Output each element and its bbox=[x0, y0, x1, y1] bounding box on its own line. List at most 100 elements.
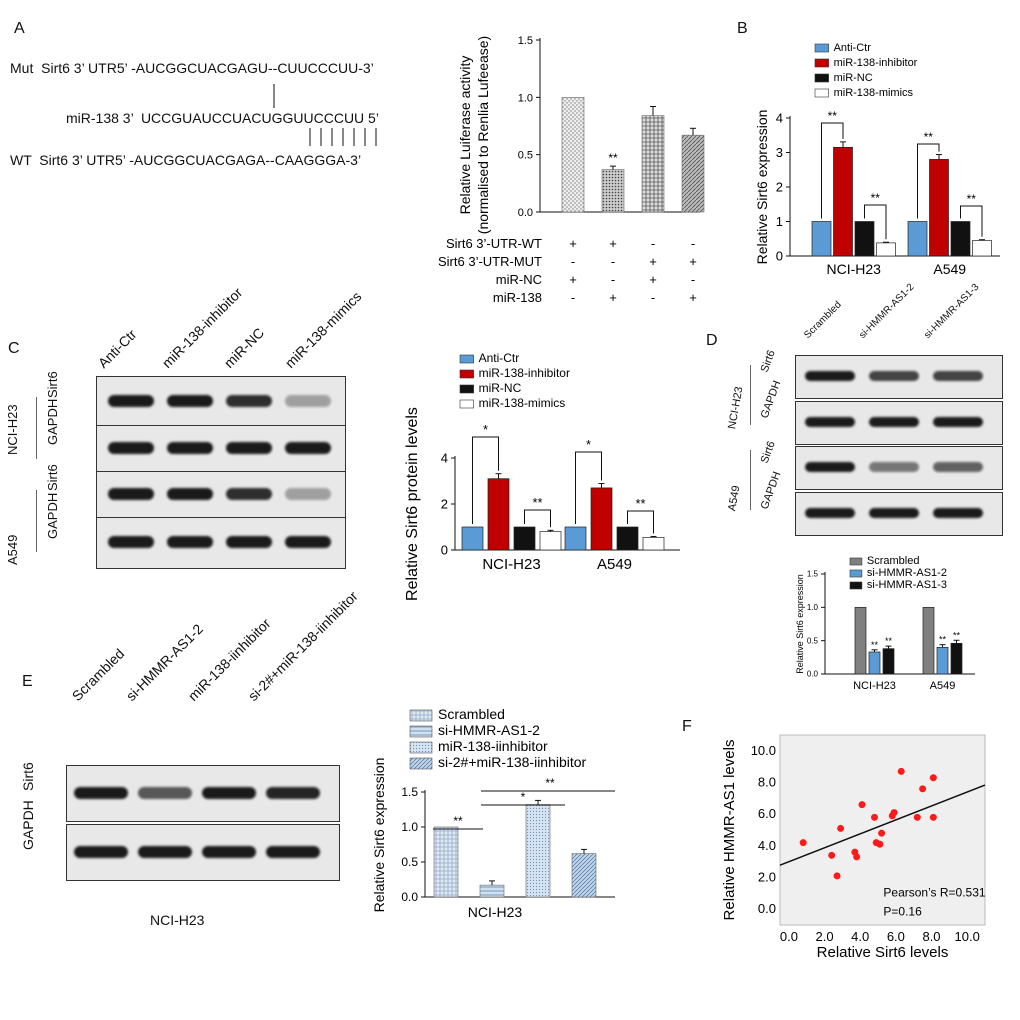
f-point bbox=[919, 785, 927, 793]
panel-letter-e: E bbox=[22, 673, 33, 690]
c-legend-swatch bbox=[459, 399, 474, 409]
b-sig-bracket bbox=[864, 204, 887, 240]
blot-e-band bbox=[74, 786, 128, 799]
f-y-tick-label: 0.0 bbox=[758, 901, 776, 916]
blot-c-band bbox=[167, 441, 213, 454]
blot-d-row-label: GAPDH bbox=[758, 470, 784, 511]
a-condition-label: miR-NC bbox=[496, 272, 542, 287]
blot-c-cell-label: NCI-H23 bbox=[5, 404, 20, 455]
blot-c-band bbox=[285, 487, 331, 500]
b-legend-swatch bbox=[814, 58, 829, 68]
b-y-tick-label: 2 bbox=[776, 179, 783, 194]
a-condition-label: Sirt6 3’-UTR-MUT bbox=[438, 254, 542, 269]
e-legend-label: Scrambled bbox=[438, 706, 505, 722]
e-bar bbox=[433, 826, 459, 898]
d-bar bbox=[868, 651, 881, 675]
d-sig-label: ** bbox=[885, 636, 893, 646]
c-sig-label: * bbox=[586, 437, 591, 452]
c-bar bbox=[513, 526, 536, 551]
c-sig-label: ** bbox=[532, 495, 542, 510]
c-bar bbox=[539, 531, 562, 551]
blot-c-band bbox=[226, 487, 272, 500]
blot-e-band bbox=[138, 786, 192, 799]
blot-d-band bbox=[933, 371, 983, 381]
c-legend-label: Anti-Ctr bbox=[479, 351, 520, 365]
blot-d-band bbox=[805, 371, 855, 381]
mut-sequence: Mut Sirt6 3’ UTR5’ -AUCGGCUACGAGU--CUUCC… bbox=[10, 60, 374, 76]
b-sig-bracket bbox=[821, 122, 844, 219]
a-condition-mark: - bbox=[651, 290, 655, 305]
blot-c-band bbox=[108, 536, 154, 548]
blot-d-row-label: Sirt6 bbox=[758, 439, 778, 465]
blot-c-row-label: GAPDH bbox=[45, 492, 60, 539]
mir138-sequence: miR-138 3’ UCCGUAUCCUACUGGUUCCCUU 5’ bbox=[66, 110, 379, 126]
blot-d-group-line bbox=[750, 450, 751, 510]
f-x-label: Relative Sirt6 levels bbox=[817, 944, 949, 961]
e-bar bbox=[479, 884, 505, 898]
c-sig-label: ** bbox=[635, 496, 645, 511]
b-bar bbox=[929, 159, 949, 257]
chart-e-sirt6-expression: 0.0 0.5 1.0 1.5 Relative Sirt6 expression Scr… bbox=[371, 706, 615, 920]
e-y-tick-label: 0.0 bbox=[401, 890, 418, 904]
b-y-tick-label: 0 bbox=[776, 248, 783, 263]
f-x-tick-label: 6.0 bbox=[887, 929, 905, 944]
b-sig-label: ** bbox=[967, 192, 977, 206]
e-legend-swatch bbox=[409, 725, 433, 738]
f-point bbox=[890, 809, 898, 817]
b-sig-label: ** bbox=[924, 130, 934, 144]
a-condition-mark: + bbox=[609, 290, 617, 305]
b-bar bbox=[972, 240, 992, 257]
chart-b-sirt6-expression: 0 1 2 3 4 Relative Sirt6 expression Anti-Ctr mi… bbox=[754, 42, 1000, 277]
blot-c-band bbox=[285, 536, 331, 548]
blot-d-band bbox=[805, 417, 855, 427]
c-category-label: A549 bbox=[597, 556, 632, 573]
e-bar bbox=[571, 853, 597, 898]
b-bar bbox=[811, 221, 832, 257]
a-bar bbox=[561, 97, 585, 213]
b-bar bbox=[833, 146, 853, 257]
f-x-tick-label: 10.0 bbox=[955, 929, 980, 944]
blot-d-cell-label: A549 bbox=[726, 484, 743, 512]
blot-e-band bbox=[202, 786, 256, 799]
panel-letter-c: C bbox=[8, 340, 20, 357]
e-y-label: Relative Sirt6 expression bbox=[371, 758, 387, 913]
e-sig-label: ** bbox=[545, 776, 555, 790]
c-bar bbox=[642, 537, 665, 551]
d-y-label: Relative Sirt6 expression bbox=[795, 574, 805, 674]
f-y-label: Relative HMMR-AS1 levels bbox=[721, 740, 738, 921]
blot-d-group-line bbox=[750, 365, 751, 425]
panel-letter-a: A bbox=[14, 20, 25, 37]
f-point bbox=[833, 872, 841, 880]
blot-e-band bbox=[266, 786, 320, 799]
a-condition-mark: + bbox=[609, 236, 617, 251]
blot-c-band bbox=[108, 395, 154, 407]
blot-c-band bbox=[285, 441, 331, 454]
d-sig-label: ** bbox=[953, 630, 961, 640]
blot-d-band bbox=[805, 508, 855, 518]
d-sig-label: ** bbox=[939, 635, 947, 645]
blot-c-row-label: GAPDH bbox=[45, 398, 60, 445]
b-legend-label: Anti-Ctr bbox=[834, 42, 872, 54]
b-legend-label: miR-138-mimics bbox=[834, 87, 914, 99]
c-y-label: Relative Sirt6 protein levels bbox=[404, 407, 421, 601]
b-y-tick-label: 1 bbox=[776, 214, 783, 229]
blot-d-band bbox=[933, 508, 983, 518]
blot-e-cell-label: NCI-H23 bbox=[150, 912, 205, 928]
blot-c-row-label: Sirt6 bbox=[45, 463, 60, 491]
c-y-tick-label: 4 bbox=[441, 450, 448, 465]
blot-c-group-line bbox=[36, 397, 37, 459]
f-point bbox=[897, 767, 905, 775]
d-bar bbox=[922, 606, 935, 675]
chart-a-luciferase: 0.0 0.5 1.0 1.5 Relative Luiferase activity(… bbox=[438, 35, 705, 305]
d-y-tick-label: 1.0 bbox=[807, 603, 819, 612]
c-bar bbox=[616, 526, 639, 551]
b-bar bbox=[907, 221, 928, 257]
a-condition-label: miR-138 bbox=[493, 290, 542, 305]
a-y-tick-label: 1.0 bbox=[518, 92, 533, 104]
d-bar bbox=[936, 646, 949, 675]
blot-e-lane-label: Scrambled bbox=[68, 645, 128, 704]
b-sig-bracket bbox=[917, 143, 940, 219]
f-point bbox=[837, 824, 845, 832]
b-sig-label: ** bbox=[828, 109, 838, 123]
f-x-tick-label: 4.0 bbox=[851, 929, 869, 944]
